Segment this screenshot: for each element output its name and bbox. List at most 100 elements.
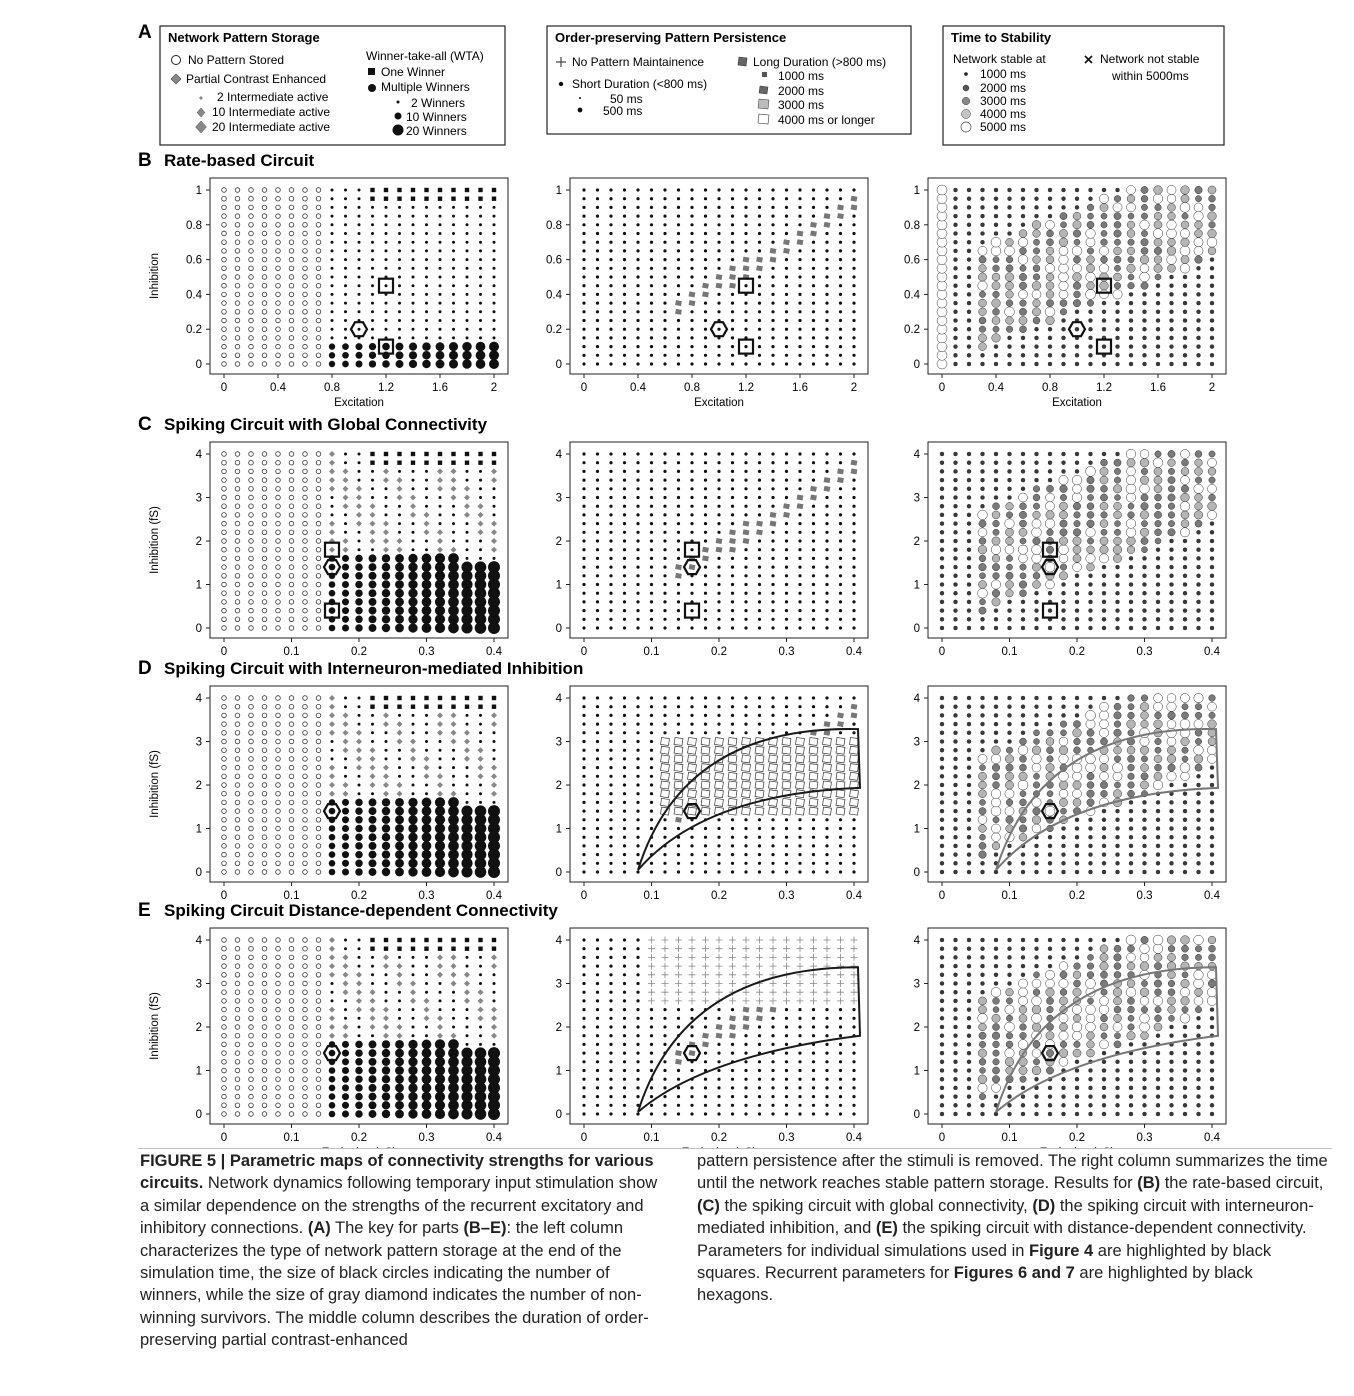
map-point [234,730,241,736]
map-point [636,1060,640,1064]
map-point [663,1112,667,1116]
map-point [451,187,456,193]
map-point [1005,798,1014,806]
map-point [302,1085,308,1091]
map-point [676,504,681,508]
map-point [811,870,816,874]
map-point [465,319,469,322]
map-point [1126,246,1136,255]
map-point [1088,361,1093,367]
map-point [1101,326,1107,332]
map-point [1209,361,1215,367]
map-point [1128,582,1134,587]
map-point [717,617,721,621]
map-point [302,937,308,943]
map-point [757,353,762,357]
map-point [356,511,362,518]
map-point [1047,460,1053,465]
map-point [690,1103,694,1107]
map-point [757,240,762,244]
map-point [993,469,999,474]
map-point [357,705,361,709]
map-point [663,310,667,314]
map-point [676,731,681,735]
map-point [966,747,972,753]
map-point [1128,869,1134,875]
map-point [248,616,254,622]
map-point [663,722,667,726]
map-point [676,1025,681,1029]
legend-t4000: 4000 ms [980,107,1026,121]
map-point [381,1048,391,1058]
map-point [383,477,389,484]
map-point [622,310,627,314]
map-point [1209,617,1215,622]
map-point [1086,263,1095,273]
map-point [808,754,819,764]
map-point [663,1008,667,1012]
map-point [676,327,681,331]
map-point [234,1085,241,1091]
map-point [1128,590,1134,596]
map-point [1020,361,1026,367]
map-point [1182,590,1188,596]
map-point [329,468,335,475]
map-point [425,214,428,218]
map-point [434,1100,446,1111]
map-point [757,310,762,314]
map-point [425,748,428,752]
map-point [371,731,374,735]
map-point [248,738,254,745]
map-point [636,266,640,270]
map-point [411,722,415,726]
map-point [1193,719,1204,729]
map-point [784,353,789,357]
map-point [850,204,858,211]
map-point [1182,843,1188,849]
map-point [410,980,416,987]
map-point [992,528,1000,536]
map-point [609,231,613,236]
map-point [1209,774,1215,779]
map-point [1155,582,1161,587]
map-point [993,704,999,709]
map-point [939,451,945,457]
map-point [823,729,831,736]
x-axis-label: Excitation [334,397,384,409]
map-point [1031,753,1042,764]
map-point [838,522,843,526]
map-point [488,805,500,818]
map-point [663,345,667,349]
map-point [1194,229,1203,238]
map-point [315,547,322,553]
map-point [595,504,600,508]
map-point [717,609,721,613]
map-point [1169,326,1174,332]
map-point [408,623,418,633]
map-point [381,824,391,833]
map-point [357,327,361,331]
legend-stable-at: Network stable at [953,52,1046,66]
map-point [1019,790,1027,797]
map-point [344,774,347,778]
map-point [1113,720,1122,728]
map-point [622,336,627,340]
map-point [730,469,735,473]
map-point [248,512,254,518]
map-point [1142,573,1147,579]
map-point [703,188,708,192]
map-point [1169,573,1174,579]
map-point [673,797,684,807]
map-point [649,870,654,874]
map-point [798,844,802,848]
map-point [852,336,856,340]
map-point [781,797,792,807]
map-point [411,766,415,770]
map-point [1100,790,1108,798]
map-point [1045,737,1055,746]
map-point [1086,519,1095,528]
map-point [730,495,735,500]
x-tick-label: 1.2 [738,382,754,394]
map-point [1020,721,1026,727]
map-point [425,232,428,235]
